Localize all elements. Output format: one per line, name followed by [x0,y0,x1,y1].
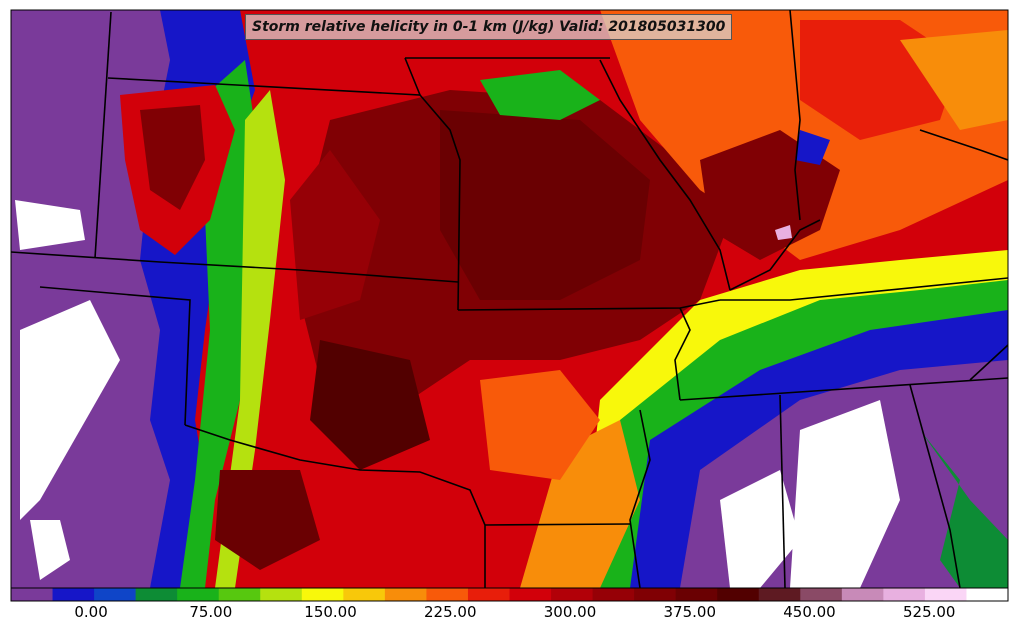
colorbar-segment [924,588,967,601]
colorbar-tick-label: 0.00 [74,603,108,621]
colorbar-segment [675,588,718,601]
colorbar-segment [551,588,594,601]
colorbar-tick-label: 525.00 [902,603,956,621]
colorbar-segment [509,588,552,601]
colorbar-segment [52,588,95,601]
colorbar-segment [94,588,137,601]
colorbar-segment [260,588,303,601]
colorbar-segment [177,588,220,601]
colorbar-segment [758,588,801,601]
colorbar-segment [467,588,510,601]
colorbar-segment [426,588,469,601]
colorbar-segment [717,588,760,601]
colorbar-segment [841,588,884,601]
colorbar-segment [301,588,344,601]
colorbar-segment [883,588,926,601]
colorbar-segment [592,588,635,601]
colorbar-tick-label: 225.00 [424,603,477,621]
colorbar-segment [384,588,427,601]
colorbar-tick-label: 150.00 [304,603,357,621]
state-boundaries [11,10,1008,588]
colorbar-segment [966,588,1009,601]
colorbar-segment [11,588,54,601]
colorbar-tick-label: 300.00 [543,603,597,621]
colorbar [10,587,1009,602]
colorbar-tick-label: 375.00 [663,603,717,621]
colorbar-segment [343,588,386,601]
map-title: Storm relative helicity in 0-1 km (J/kg)… [245,14,733,40]
colorbar-tick-label: 75.00 [189,603,233,621]
colorbar-tick-label: 450.00 [783,603,836,621]
colorbar-frame [10,587,1009,602]
colorbar-segment [135,588,178,601]
helicity-field [11,10,1008,588]
colorbar-segment [218,588,261,601]
colorbar-segment [800,588,843,601]
colorbar-segment [634,588,677,601]
